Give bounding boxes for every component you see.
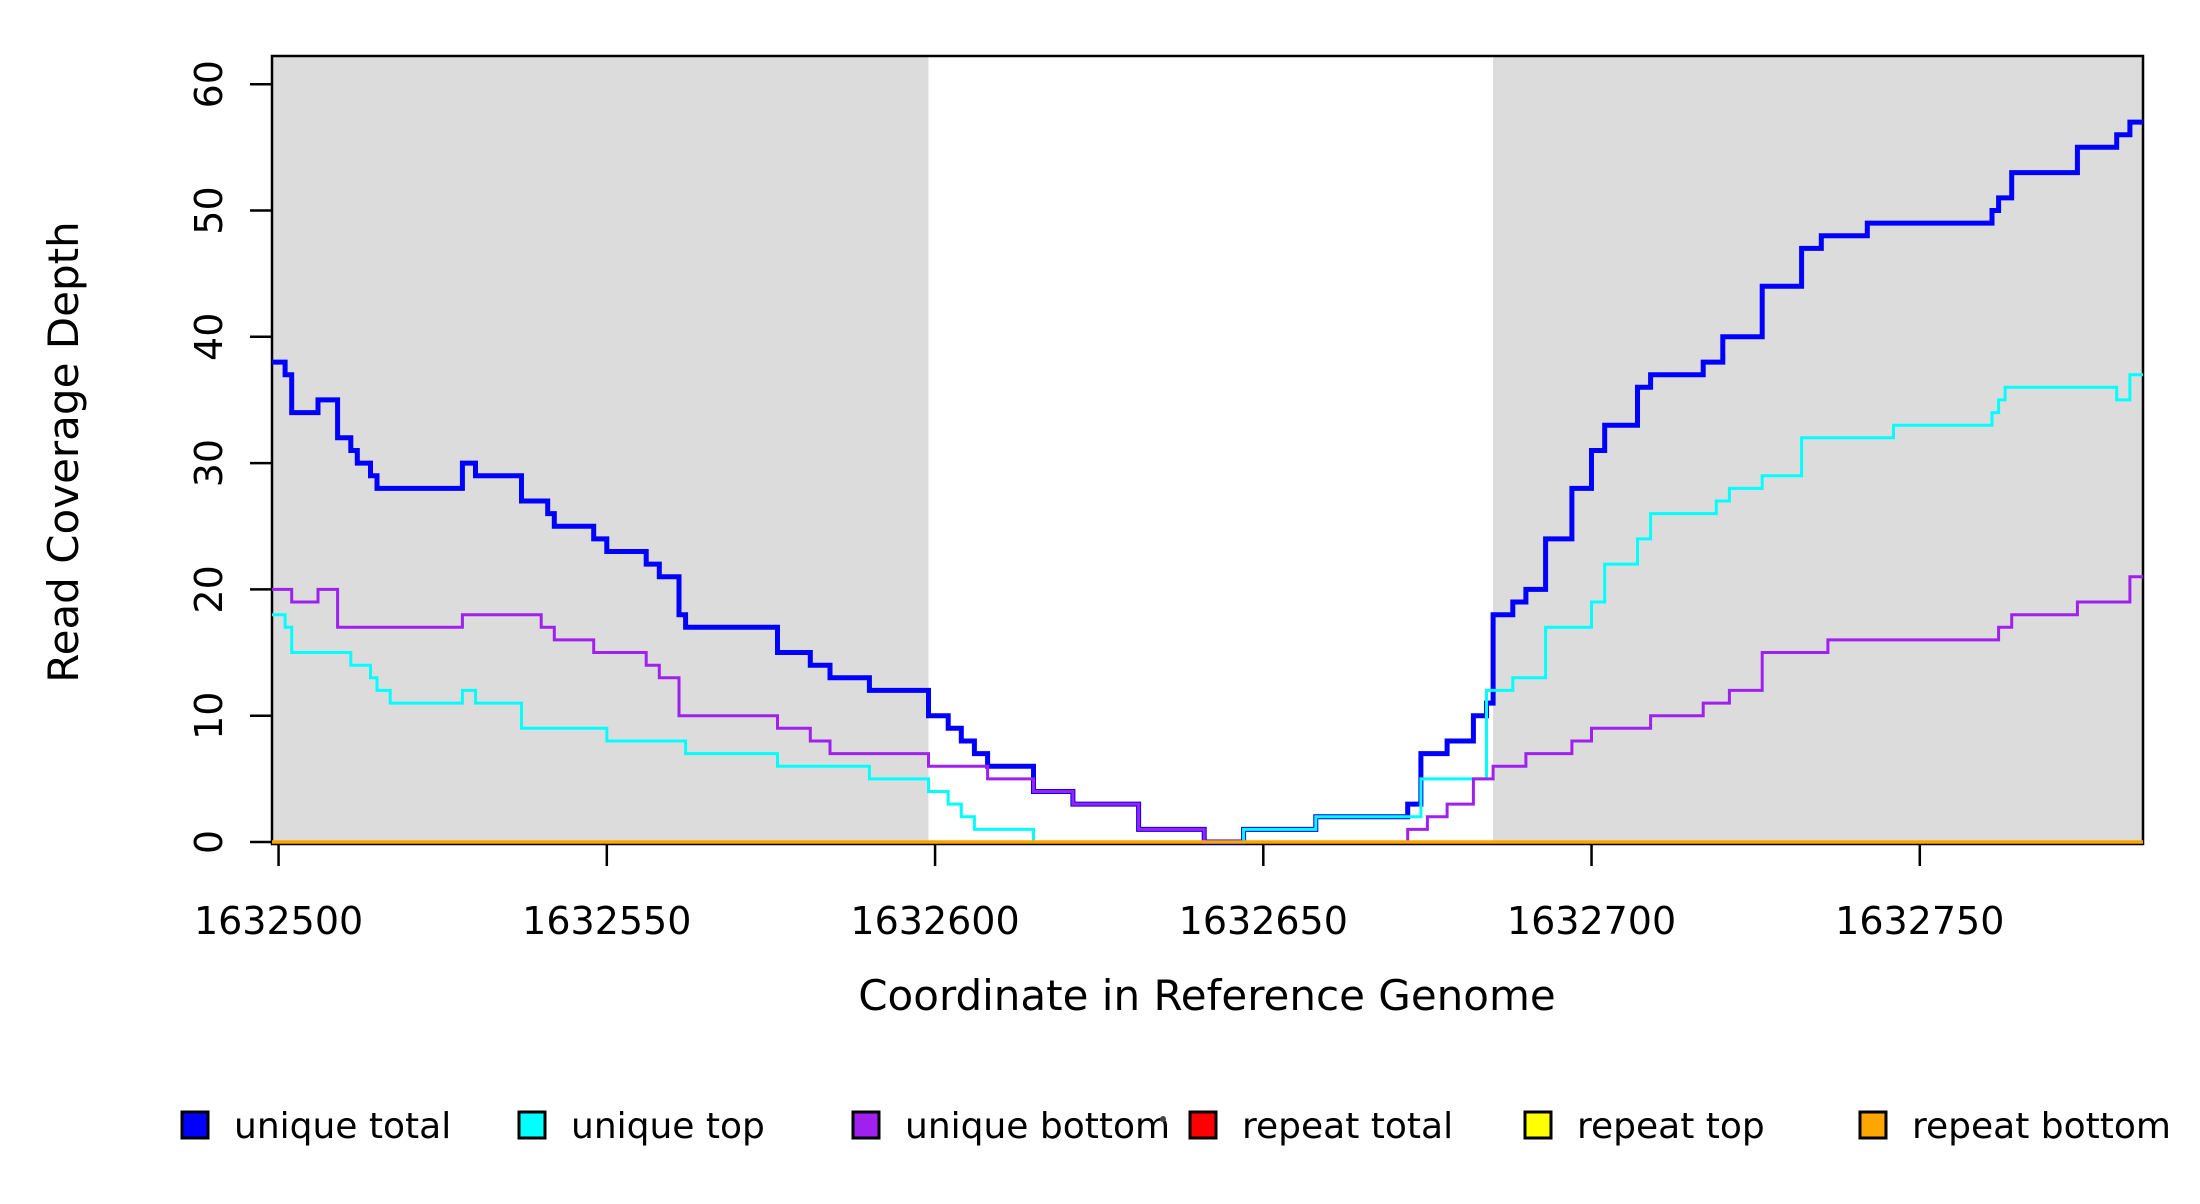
legend-swatch: [1523, 1110, 1553, 1140]
y-tick-label: 30: [187, 439, 231, 487]
legend-item-unique-bottom: unique bottom: [851, 1106, 1170, 1147]
x-tick-label: 1632600: [850, 899, 1019, 943]
series-line-unique-bottom: [272, 575, 2143, 844]
legend-label: unique bottom: [905, 1106, 1170, 1147]
y-tick-label: 40: [187, 313, 231, 361]
y-axis: 0 10 20 30 40 50 60: [187, 60, 272, 854]
legend-item-repeat-total: repeat total: [1188, 1106, 1453, 1147]
shaded-region-left: [272, 56, 929, 844]
legend-label: repeat top: [1577, 1106, 1765, 1147]
legend-label: repeat total: [1242, 1106, 1453, 1147]
y-tick-label: 20: [187, 565, 231, 613]
x-tick-label: 1632550: [522, 899, 691, 943]
series-lines: [272, 119, 2143, 845]
legend-swatch: [180, 1110, 210, 1140]
legend-label: repeat bottom: [1912, 1106, 2171, 1147]
x-tick-label: 1632700: [1507, 899, 1676, 943]
x-tick-label: 1632500: [194, 899, 363, 943]
y-tick-label: 10: [187, 692, 231, 740]
legend: unique total unique top unique bottom repea…: [180, 1106, 2171, 1147]
legend-swatch: [517, 1110, 547, 1140]
y-tick-label: 60: [187, 60, 231, 108]
legend-item-repeat-top: repeat top: [1523, 1106, 1765, 1147]
y-tick-label: 50: [187, 186, 231, 234]
legend-item-unique-total: unique total: [180, 1106, 451, 1147]
legend-item-repeat-bottom: repeat bottom: [1858, 1106, 2171, 1147]
series-line-unique-top: [272, 373, 2143, 844]
legend-swatch: [1188, 1110, 1218, 1140]
x-tick-label: 1632750: [1835, 899, 2004, 943]
y-axis-title: Read Coverage Depth: [39, 221, 88, 682]
x-axis-title: Coordinate in Reference Genome: [858, 971, 1556, 1020]
legend-swatch: [1858, 1110, 1888, 1140]
y-tick-label: 0: [187, 830, 231, 854]
legend-item-unique-top: unique top: [517, 1106, 765, 1147]
legend-label: unique total: [234, 1106, 451, 1147]
stray-dot: [1160, 1116, 1166, 1122]
legend-label: unique top: [571, 1106, 765, 1147]
x-tick-label: 1632650: [1179, 899, 1348, 943]
x-axis: 1632500 1632550 1632600 1632650 1632700 16327…: [194, 844, 2004, 943]
legend-swatch: [851, 1110, 881, 1140]
